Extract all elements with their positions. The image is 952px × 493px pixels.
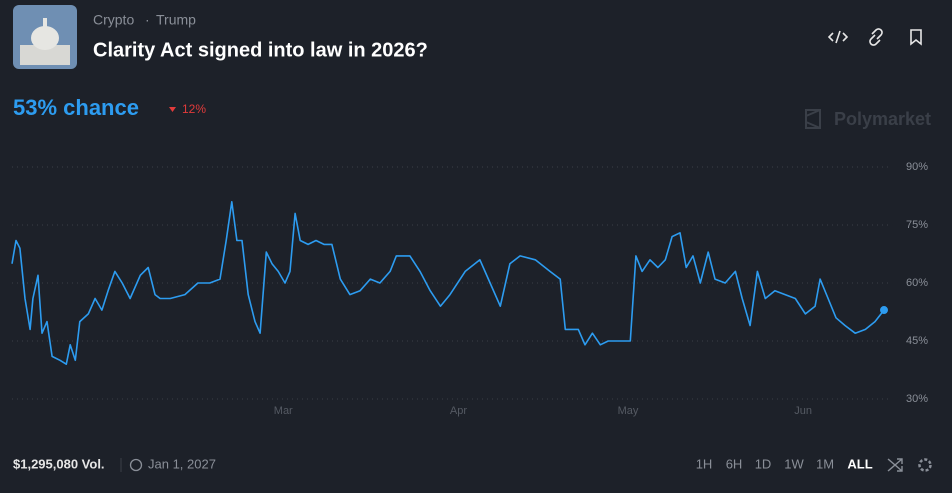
range-button[interactable]: 1M [816,456,834,471]
embed-button[interactable] [827,30,849,44]
x-tick-label: Apr [450,405,467,417]
range-button[interactable]: ALL [847,456,872,471]
link-button[interactable] [869,28,883,46]
bookmark-button[interactable] [910,29,922,46]
x-tick-label: May [618,405,639,417]
header-actions [827,28,922,46]
x-tick-label: Mar [274,405,293,417]
market-title: Clarity Act signed into law in 2026? [93,39,428,61]
market-image [13,5,77,69]
range-button[interactable]: 1H [696,456,713,471]
range-selector: 1H 6H 1D 1W 1M ALL [696,456,873,471]
down-arrow [169,107,176,112]
separator: · [145,12,150,28]
range-button[interactable]: 6H [726,456,743,471]
y-tick-label: 45% [906,335,928,347]
tag[interactable]: Trump [156,12,196,28]
price-line [11,201,885,365]
watermark: Polymarket [834,109,931,129]
range-button[interactable]: 1D [755,456,772,471]
current-point [880,306,888,315]
y-tick-label: 90% [906,161,928,173]
clock-icon [129,458,143,472]
range-button[interactable]: 1W [784,456,804,471]
watermark-logo [805,109,821,129]
chance-change: 12% [182,102,206,116]
y-tick-label: 75% [906,219,928,231]
y-tick-label: 30% [906,393,928,405]
category[interactable]: Crypto [93,12,134,28]
x-tick-label: Jun [794,405,812,417]
volume: $1,295,080 Vol. [13,456,105,471]
shuffle-button[interactable] [887,458,903,472]
settings-button[interactable] [918,458,932,472]
y-tick-label: 60% [906,277,928,289]
chance: 53% chance [13,95,139,120]
end-date: Jan 1, 2027 [148,456,216,471]
